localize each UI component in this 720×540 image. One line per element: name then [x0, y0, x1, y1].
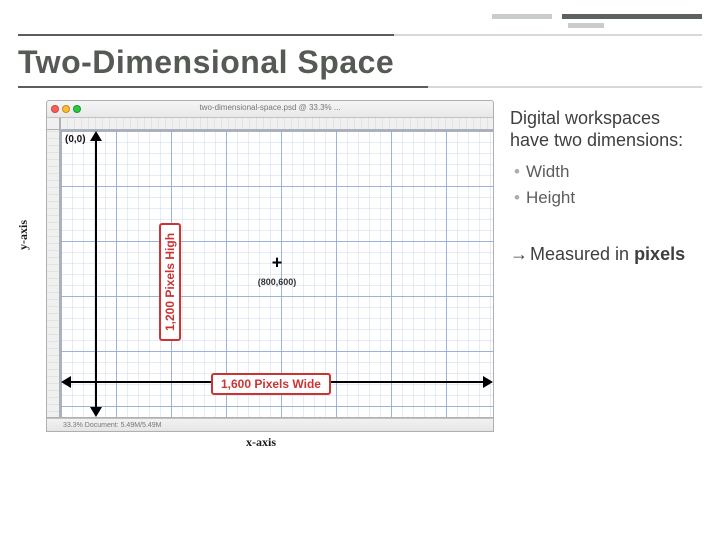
arrow-icon: →: [510, 244, 528, 264]
accent-bar-light-2: [568, 23, 604, 28]
rule-under-title: [18, 86, 702, 88]
canvas: (0,0) 1,200 Pixels High 1,600 Pixels Wid…: [60, 130, 494, 418]
status-bar: 33.3% Document: 5.49M/5.49M: [46, 418, 494, 432]
bullet-dot-icon: •: [514, 162, 520, 181]
center-coord-label: (800,600): [258, 277, 297, 287]
accent-bar-dark: [562, 14, 702, 19]
list-item: • Height: [514, 185, 696, 211]
measured-text-part: Measured in: [530, 244, 634, 264]
measured-text: →Measured in pixels: [510, 244, 696, 265]
bullet-dot-icon: •: [514, 188, 520, 207]
rule-top: [18, 34, 702, 36]
bullet-label: Height: [526, 188, 575, 207]
window-titlebar: two-dimensional-space.psd @ 33.3% ...: [46, 100, 494, 118]
ruler-horizontal: [60, 118, 494, 130]
ruler-corner: [46, 118, 60, 130]
rule-top-light: [394, 34, 702, 36]
v-arrow-head-down-icon: [90, 407, 102, 417]
y-axis-label: y-axis: [16, 220, 31, 250]
window-title: two-dimensional-space.psd @ 33.3% ...: [47, 103, 493, 112]
rule-top-dark: [18, 34, 394, 36]
lead-text: Digital workspaces have two dimensions:: [510, 108, 696, 151]
slide-title: Two-Dimensional Space: [18, 44, 394, 81]
right-text-column: Digital workspaces have two dimensions: …: [510, 108, 696, 265]
accent-bars: [472, 14, 702, 34]
width-measure-label: 1,600 Pixels Wide: [211, 373, 331, 395]
h-arrow-head-right-icon: [483, 376, 493, 388]
workspace-figure: y-axis x-axis two-dimensional-space.psd …: [46, 100, 494, 432]
rule-mid-dark: [18, 86, 428, 88]
accent-bar-light-1: [492, 14, 552, 19]
origin-label: (0,0): [65, 134, 86, 145]
rule-mid-light: [428, 86, 702, 88]
x-axis-label: x-axis: [246, 435, 276, 450]
v-arrow-line: [95, 137, 97, 411]
dimensions-list: • Width • Height: [514, 159, 696, 210]
bullet-label: Width: [526, 162, 569, 181]
center-cross-icon: +: [272, 252, 283, 273]
height-measure-label: 1,200 Pixels High: [159, 223, 181, 341]
list-item: • Width: [514, 159, 696, 185]
slide: Two-Dimensional Space Digital workspaces…: [0, 0, 720, 540]
ruler-vertical: [46, 118, 60, 418]
measured-text-bold: pixels: [634, 244, 685, 264]
